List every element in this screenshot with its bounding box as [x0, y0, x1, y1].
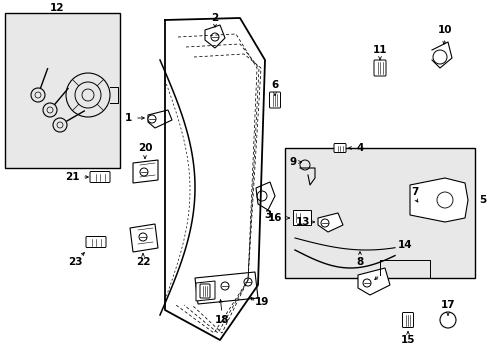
Text: 13: 13 [295, 217, 309, 227]
Circle shape [140, 168, 148, 176]
Text: 9: 9 [289, 157, 296, 167]
Polygon shape [357, 268, 389, 295]
Text: 14: 14 [397, 240, 411, 250]
Polygon shape [409, 178, 467, 222]
Text: 12: 12 [50, 3, 64, 13]
Text: 19: 19 [254, 297, 268, 307]
Text: 23: 23 [68, 257, 82, 267]
Polygon shape [130, 224, 158, 252]
Polygon shape [317, 213, 342, 232]
FancyBboxPatch shape [373, 60, 385, 76]
Circle shape [244, 278, 251, 286]
FancyBboxPatch shape [200, 284, 209, 298]
Bar [285, 148, 474, 278]
Text: 16: 16 [267, 213, 282, 223]
Text: 10: 10 [437, 25, 451, 35]
Polygon shape [204, 25, 224, 48]
Polygon shape [133, 160, 158, 183]
Text: 8: 8 [356, 257, 363, 267]
Text: 18: 18 [214, 315, 229, 325]
Text: 6: 6 [271, 80, 278, 90]
Polygon shape [196, 281, 215, 301]
Bar [292, 210, 310, 225]
Text: 11: 11 [372, 45, 386, 55]
Circle shape [439, 312, 455, 328]
FancyBboxPatch shape [90, 171, 110, 183]
Text: 20: 20 [138, 143, 152, 153]
Text: 1: 1 [124, 113, 131, 123]
Bar [5, 13, 120, 168]
Circle shape [148, 115, 156, 123]
Circle shape [139, 233, 147, 241]
Text: 4: 4 [356, 143, 363, 153]
FancyBboxPatch shape [269, 92, 280, 108]
Polygon shape [148, 110, 172, 128]
Polygon shape [256, 182, 274, 210]
Text: 15: 15 [400, 335, 414, 345]
Circle shape [210, 33, 219, 41]
FancyBboxPatch shape [402, 312, 413, 328]
Circle shape [221, 282, 228, 290]
FancyBboxPatch shape [86, 237, 106, 248]
Circle shape [362, 279, 370, 287]
Text: 22: 22 [136, 257, 150, 267]
Text: 21: 21 [64, 172, 79, 182]
Text: 7: 7 [410, 187, 418, 197]
Polygon shape [195, 272, 258, 304]
Text: 5: 5 [478, 195, 486, 205]
Text: 2: 2 [211, 13, 218, 23]
Text: 17: 17 [440, 300, 454, 310]
Circle shape [320, 219, 328, 227]
FancyBboxPatch shape [333, 144, 346, 153]
Text: 3: 3 [264, 210, 271, 220]
